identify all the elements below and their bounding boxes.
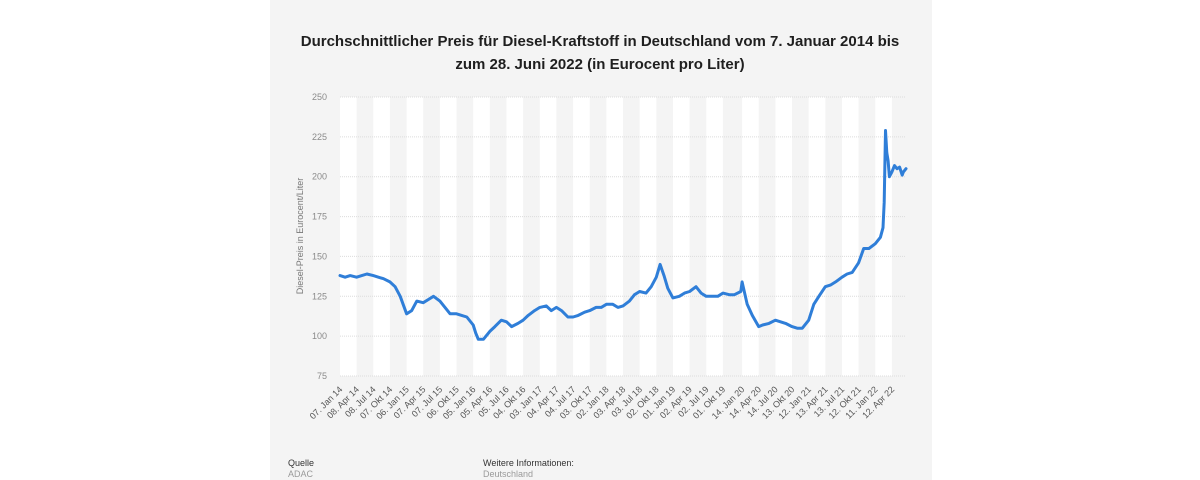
y-tick-label: 225 <box>312 132 327 142</box>
y-tick-label: 175 <box>312 212 327 222</box>
band <box>742 97 759 376</box>
info-label: Weitere Informationen: <box>483 458 574 468</box>
band <box>439 97 457 376</box>
band <box>340 97 357 376</box>
band <box>875 97 892 376</box>
band <box>672 97 690 376</box>
alternating-bands <box>340 97 892 376</box>
footer-info: Weitere Informationen: Deutschland <box>483 458 574 480</box>
band <box>539 97 557 376</box>
source-value: ADAC <box>288 469 314 479</box>
band <box>775 97 793 376</box>
info-value: Deutschland <box>483 469 534 479</box>
band <box>639 97 657 376</box>
chart-title: Durchschnittlicher Preis für Diesel-Kraf… <box>300 30 900 76</box>
y-tick-label: 150 <box>312 251 327 261</box>
band <box>373 97 390 376</box>
y-tick-label: 250 <box>312 92 327 102</box>
y-tick-label: 125 <box>312 291 327 301</box>
chart-title-line-2: zum 28. Juni 2022 (in Eurocent pro Liter… <box>455 56 745 73</box>
y-tick-label: 100 <box>312 331 327 341</box>
y-tick-label: 75 <box>317 371 327 381</box>
band <box>841 97 859 376</box>
y-tick-label: 200 <box>312 172 327 182</box>
band <box>473 97 490 376</box>
footer-source: Quelle ADAC <box>288 458 314 480</box>
band <box>808 97 826 376</box>
band <box>573 97 590 376</box>
y-axis-ticks: 75 100 125 150 175 200 225 250 <box>312 92 327 381</box>
band <box>506 97 524 376</box>
band <box>406 97 424 376</box>
gridlines <box>340 96 906 377</box>
y-axis-label: Diesel-Preis in Eurocent/Liter <box>295 178 305 295</box>
band <box>706 97 723 376</box>
diesel-price-line <box>338 129 908 341</box>
source-label: Quelle <box>288 458 315 468</box>
chart-title-line-1: Durchschnittlicher Preis für Diesel-Kraf… <box>300 33 900 50</box>
band <box>606 97 623 376</box>
